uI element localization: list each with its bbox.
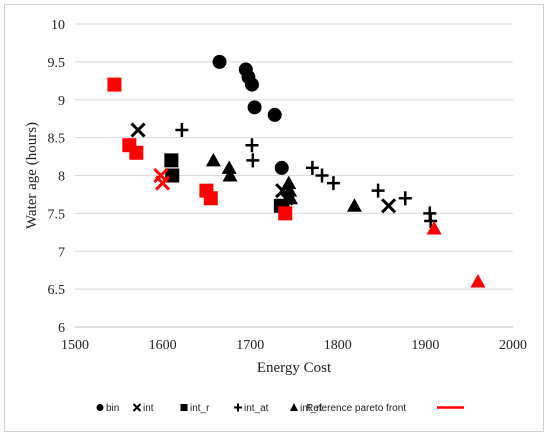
x-tick-label: 1600 (149, 338, 177, 353)
legend-item-int-rt: int_rt (290, 403, 322, 414)
y-tick-label: 7 (58, 245, 65, 260)
x-tick-label: 2000 (499, 338, 527, 353)
bin-point (212, 54, 227, 69)
legend-label: bin (106, 403, 119, 414)
y-tick-label: 10 (51, 18, 65, 33)
y-tick-label: 9 (58, 94, 65, 109)
x-tick-label: 1500 (61, 338, 89, 353)
legend-label: int (143, 403, 154, 414)
int-rt-point (346, 198, 362, 212)
reference-pareto-front-point (129, 145, 144, 160)
int-rt-point (221, 160, 237, 174)
legend-item-bin: bin (96, 403, 119, 414)
legend-label: int_r (190, 403, 210, 414)
bin-point (267, 107, 282, 122)
legend-marker (234, 403, 242, 412)
legend-item-int-r: int_r (180, 403, 210, 414)
bin-point (244, 77, 259, 92)
x-tick-label: 1900 (411, 338, 439, 353)
legend-label: int_at (244, 403, 269, 414)
x-axis-title: Energy Cost (257, 360, 332, 376)
reference-pareto-front-point (155, 175, 171, 191)
tick-labels: 6 6.5 7 7.5 8 8.5 9 9.5 10 1500 1600 1700 1800 1900 20… (48, 18, 528, 353)
legend-marker (96, 404, 104, 411)
data-marks (107, 54, 486, 288)
int-rt-point (281, 175, 297, 190)
bin-point (274, 160, 289, 175)
int-at-point (398, 191, 412, 206)
y-tick-label: 8 (58, 170, 65, 185)
reference-pareto-front-point (470, 274, 486, 288)
int-at-point (424, 213, 438, 228)
x-tick-label: 1700 (236, 338, 264, 353)
y-tick-label: 8.5 (48, 132, 66, 147)
int-at-point (246, 153, 260, 168)
reference-pareto-front-point (426, 221, 442, 235)
int-rt-point (222, 168, 238, 182)
chart-frame (4, 4, 544, 432)
legend-marker (290, 403, 298, 411)
int-point (381, 198, 397, 214)
legend-label: Reference pareto front (306, 403, 406, 414)
y-tick-label: 9.5 (48, 56, 66, 71)
int-rt-point (205, 152, 221, 167)
y-axis-title: Water age (hours) (24, 122, 40, 229)
legend-label: int_rt (300, 403, 322, 414)
int-at-point (315, 168, 329, 183)
int-at-point (175, 123, 189, 138)
y-tick-label: 6 (58, 321, 65, 336)
int-at-point (371, 183, 385, 198)
int-rt-point (282, 190, 298, 205)
legend-marker (132, 403, 142, 412)
legend-item-int: int (132, 403, 154, 414)
reference-pareto-front-point (278, 206, 293, 221)
y-tick-label: 6.5 (48, 283, 66, 298)
int-at-point (305, 160, 319, 175)
grid-lines (75, 23, 513, 290)
int-r-point (164, 153, 179, 168)
int-at-point (245, 138, 259, 153)
bin-point (247, 100, 262, 115)
int-point (130, 122, 146, 138)
int-at-point (326, 176, 340, 191)
legend-item-int-at: int_at (234, 403, 269, 414)
legend-item-reference-pareto-front: Reference pareto front (306, 403, 464, 414)
reference-pareto-front-point (203, 191, 218, 206)
int-rt-point (282, 183, 298, 197)
reference-pareto-front-point (107, 77, 122, 92)
x-tick-label: 1800 (324, 338, 352, 353)
legend-marker (180, 404, 188, 411)
y-tick-label: 7.5 (48, 207, 66, 222)
